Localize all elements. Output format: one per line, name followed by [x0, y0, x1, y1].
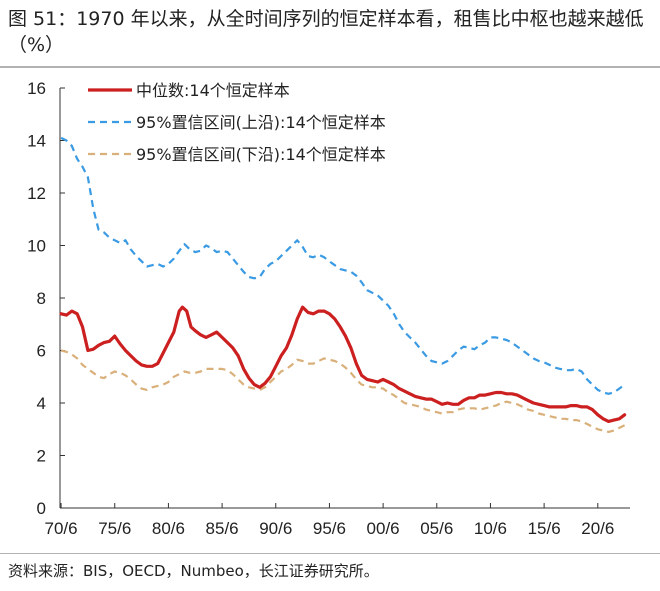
bottom-rule — [0, 553, 660, 554]
x-tick-label: 05/6 — [420, 519, 453, 538]
series-line-0 — [59, 305, 627, 423]
line-chart: 0 2 4 6 8 10 12 14 16 70/6 75/6 80/6 85/6 90/6 95/6 00/… — [27, 79, 630, 538]
x-tick-label: 70/6 — [45, 519, 78, 538]
legend-label-2: 95%置信区间(下沿):14个恒定样本 — [136, 145, 386, 164]
y-tick-label: 0 — [37, 499, 46, 518]
y-tick-label: 12 — [27, 184, 46, 203]
series-line-1 — [60, 136, 626, 395]
axes: 0 2 4 6 8 10 12 14 16 70/6 75/6 80/6 85/6 90/6 95/6 00/… — [27, 79, 630, 538]
x-tick-label: 90/6 — [259, 519, 292, 538]
x-tick-label: 10/6 — [474, 519, 507, 538]
x-tick-label: 80/6 — [152, 519, 185, 538]
x-tick-label: 20/6 — [581, 519, 614, 538]
top-rule — [0, 66, 660, 68]
legend: 中位数:14个恒定样本 95%置信区间(上沿):14个恒定样本 95%置信区间(下沿… — [88, 81, 386, 164]
chart-title: 图 51：1970 年以来，从全时间序列的恒定样本看，租售比中枢也越来越低（%） — [8, 8, 644, 56]
y-tick-label: 16 — [27, 79, 46, 98]
y-tick-label: 4 — [37, 394, 46, 413]
y-tick-label: 10 — [27, 237, 46, 256]
x-tick-label: 15/6 — [528, 519, 561, 538]
x-tick-label: 85/6 — [206, 519, 239, 538]
y-tick-label: 8 — [37, 289, 46, 308]
x-tick-label: 95/6 — [313, 519, 346, 538]
legend-label-1: 95%置信区间(上沿):14个恒定样本 — [136, 113, 386, 132]
y-tick-label: 6 — [37, 342, 46, 361]
legend-label-0: 中位数:14个恒定样本 — [136, 81, 290, 100]
y-tick-label: 14 — [27, 132, 46, 151]
series-layer — [59, 136, 627, 433]
series-line-2 — [60, 349, 626, 433]
x-tick-label: 75/6 — [98, 519, 131, 538]
x-tick-label: 00/6 — [367, 519, 400, 538]
y-tick-label: 2 — [37, 447, 46, 466]
source-note: 资料来源：BIS，OECD，Numbeo，长江证券研究所。 — [8, 562, 379, 580]
